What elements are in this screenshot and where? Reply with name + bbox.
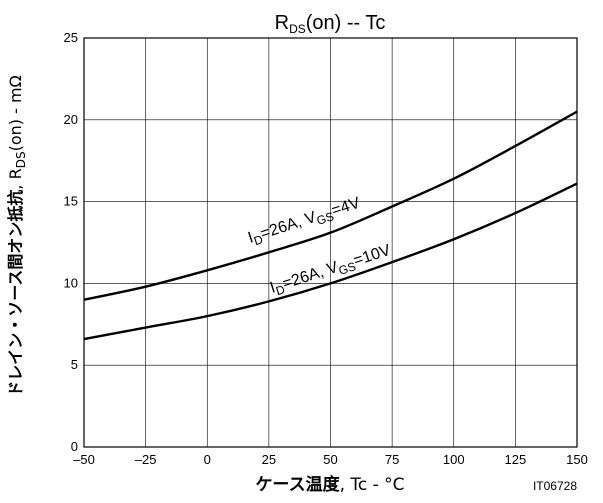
series-2-label-p2: =26A, V [280,259,340,293]
y-tick-label: 20 [64,112,78,127]
series-1-curve [83,110,578,301]
x-axis-label: ケース温度, Tc - °C [255,474,404,495]
series-1-label-p1: I [246,229,255,247]
curves [83,110,578,341]
x-tick-label: 100 [443,452,465,467]
y-tick-label: 5 [71,357,78,372]
x-tick-label: 25 [262,452,276,467]
series-2-label-p1: I [268,279,277,297]
y-tick-label: 15 [64,194,78,209]
x-tick-label: 50 [323,452,337,467]
y-axis-label-sub: DS [14,151,28,168]
figure-code: IT06728 [533,479,577,493]
chart-title: RDS(on) -- Tc [275,12,386,36]
y-tick-label: 25 [64,30,78,45]
x-tick-label: 0 [204,452,211,467]
x-tick-label: 75 [385,452,399,467]
y-tick-label: 0 [71,439,78,454]
y-axis-label-jp: ドレイン・ソース間オン抵抗 [6,190,25,397]
title-main: R [275,12,289,34]
series-2-label-s2: GS [337,259,358,278]
y-axis-label-mid: , R [6,168,25,189]
x-tick-label: 125 [505,452,527,467]
x-axis-label-jp: ケース温度 [255,474,340,495]
x-tick-label: –50 [73,452,95,467]
grid [84,38,577,447]
x-axis-label-rest: , Tc - °C [340,475,405,495]
y-tick-label: 10 [64,275,78,290]
series-2-curve [83,182,578,341]
y-axis-label: ドレイン・ソース間オン抵抗, RDS(on) - mΩ [6,75,28,397]
x-tick-label: 150 [566,452,588,467]
plot-frame [83,37,578,448]
title-rest: (on) -- Tc [306,12,386,34]
y-tick-labels: 0 5 10 15 20 25 [64,30,78,454]
series-2-label-p3: =10V [352,242,394,270]
series-1-label-p2: =26A, V [258,209,318,243]
series-1-label-s2: GS [315,209,336,228]
y-axis-label-rest: (on) - mΩ [6,75,25,151]
series-2-label: ID=26A, VGS=10V [268,242,394,300]
x-tick-label: –25 [135,452,157,467]
title-sub: DS [289,22,306,36]
x-tick-labels: –50 –25 0 25 50 75 100 125 150 [73,452,588,467]
series-1-label-p3: =4V [330,194,363,219]
